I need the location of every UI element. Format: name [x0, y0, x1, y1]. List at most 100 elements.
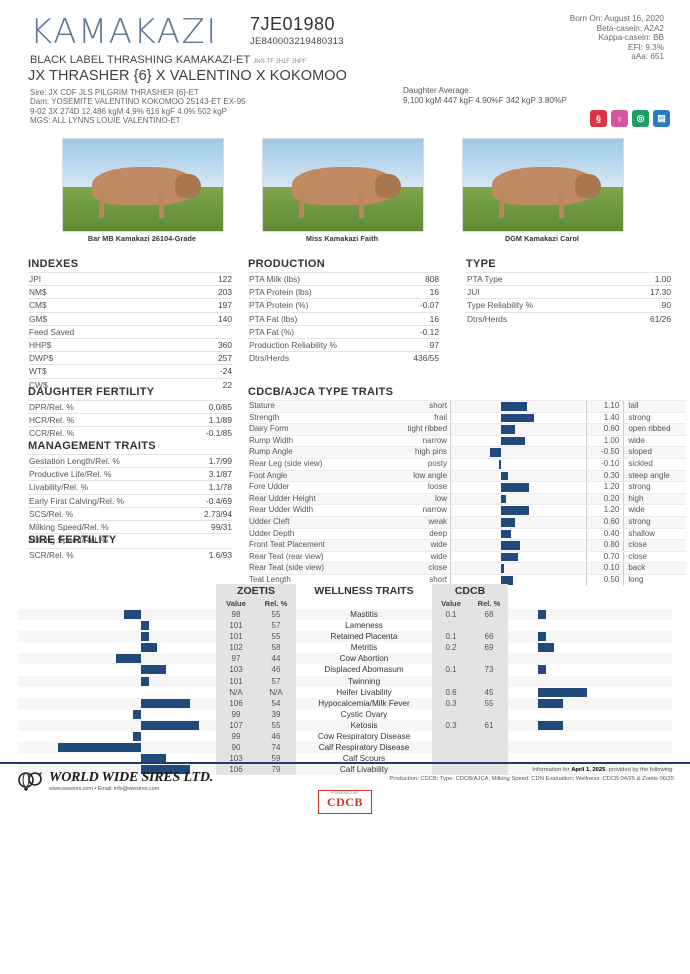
stat-row: Dtrs/Herds 436/55: [248, 351, 440, 364]
stat-row: PTA Fat (%) -0.12: [248, 324, 440, 338]
zoetis-value: 106: [216, 764, 256, 776]
type-trait-label: Front Teat Placement: [249, 540, 325, 550]
zoetis-bar-cell: [18, 687, 216, 698]
cdcb-reliability: [470, 708, 508, 720]
wellness-row: N/A N/A Heifer Livability 0.6 45: [18, 686, 672, 698]
wellness-header-row: ZOETIS WELLNESS TRAITS CDCB: [18, 584, 672, 598]
stat-label: Type Reliability %: [467, 300, 534, 311]
type-trait-high-label: close: [628, 551, 647, 561]
stat-label: CW$: [29, 379, 48, 390]
type-trait-bar-cell: [451, 401, 587, 412]
cdcb-value: [432, 753, 470, 765]
type-trait-row: Rear Udder Height low 0.20 high: [248, 492, 686, 505]
daughter-photo-2: [262, 138, 424, 232]
type-trait-high-label: high: [628, 493, 644, 503]
wellness-traits-header: WELLNESS TRAITS: [314, 585, 414, 597]
zoetis-value: 97: [216, 653, 256, 665]
stat-value: 257: [218, 353, 232, 364]
cow-leg: [299, 192, 304, 219]
indexes-block: INDEXES JPI 122 NM$ 203 CM$ 197 GM$ 140 Feed Sav…: [28, 258, 233, 391]
stat-label: NM$: [29, 287, 47, 298]
info-sources-line: Production: CDCB; Type: CDCB/AJCA; Milki…: [389, 776, 674, 782]
zoetis-bar: [140, 621, 149, 631]
production-block: PRODUCTION PTA Milk (lbs) 808 PTA Protein …: [248, 258, 440, 364]
wellness-rows: 98 55 Mastitis 0.1 68 101 57 Lameness 101 55 Retai…: [18, 609, 672, 776]
birth-info: Born On: August 16, 2020 Beta-casein: A2…: [570, 14, 664, 62]
zoetis-reliability: 74: [256, 742, 296, 754]
type-trait-row: Stature short 1.10 tall: [248, 400, 686, 412]
stat-row: Milking Speed/Rel. %: [28, 533, 233, 546]
type-trait-high-label: long: [628, 574, 644, 584]
type-trait-bar-cell: [451, 435, 587, 447]
kappa-casein: Kappa-casein: BB: [598, 33, 664, 43]
type-trait-row: Foot Angle low angle 0.30 steep angle: [248, 469, 686, 482]
wellness-row: 102 58 Metritis 0.2 69: [18, 642, 672, 654]
cdcb-header: CDCB: [432, 584, 508, 598]
cdcb-bar-cell: [508, 676, 672, 687]
zoetis-bar-cell: [18, 620, 216, 631]
zoetis-bar-cell: [18, 664, 216, 675]
type-trait-bar-cell: [451, 563, 587, 574]
type-trait-high-label: wide: [628, 435, 645, 445]
registered-name-text: BLACK LABEL THRASHING KAMAKAZI-ET: [30, 54, 251, 66]
type-trait-row: Udder Depth deep 0.40 shallow: [248, 527, 686, 540]
zoetis-value-header: Value: [216, 598, 256, 609]
stat-row: HCR/Rel. % 1.1/89: [28, 413, 233, 426]
type-trait-value: 1.20: [587, 505, 625, 516]
stat-value: 97: [429, 340, 439, 351]
type-trait-row: Udder Cleft weak 0.60 strong: [248, 515, 686, 528]
zoetis-bar: [132, 732, 141, 742]
type-trait-bar-cell: [451, 574, 587, 586]
cdcb-reliability: [470, 764, 508, 776]
zoetis-bar-cell: [18, 676, 216, 687]
type-trait-label: Rear Udder Width: [249, 505, 314, 515]
cdcb-value: 0.1: [432, 631, 470, 643]
company-name: WORLD WIDE SIRES LTD.: [49, 770, 214, 785]
zoetis-value: 102: [216, 642, 256, 654]
cow-leg: [99, 192, 104, 219]
zoetis-reliability: 58: [256, 642, 296, 654]
wellness-row: 90 74 Calf Respiratory Disease: [18, 742, 672, 754]
stat-label: GM$: [29, 313, 48, 324]
stat-value: 197: [218, 300, 232, 311]
stat-label: Livability/Rel. %: [29, 482, 89, 493]
wellness-row: 106 79 Calf Livability: [18, 764, 672, 776]
cdcb-bar: [538, 720, 563, 730]
type-trait-value: 0.50: [587, 574, 625, 586]
type-trait-value: -0.10: [587, 458, 625, 470]
zoetis-reliability: 79: [256, 764, 296, 776]
type-trait-label: Teat Length: [249, 574, 291, 584]
zoetis-bar: [140, 754, 166, 764]
zoetis-value: 101: [216, 675, 256, 687]
cdcb-bar-cell: [508, 642, 672, 653]
stat-value: -0.12: [419, 326, 439, 337]
stat-value: 90: [661, 300, 671, 311]
type-trait-high-label: sloped: [628, 447, 652, 457]
type-trait-bar-cell: [451, 540, 587, 551]
cdcb-reliability: 61: [470, 719, 508, 732]
stat-value: -24: [219, 366, 232, 377]
cdcb-bar-cell: [508, 731, 672, 742]
indexes-rows: JPI 122 NM$ 203 CM$ 197 GM$ 140 Feed Saved HHP$ 36…: [28, 272, 233, 391]
wellness-subheader-row: Value Rel. % Value Rel. %: [18, 598, 672, 609]
zoetis-value: 99: [216, 708, 256, 720]
type-trait-high-label: sickled: [628, 458, 653, 468]
zoetis-value: N/A: [216, 686, 256, 698]
type-trait-low-label: wide: [332, 551, 452, 563]
type-trait-row: Strength frail 1.40 strong: [248, 411, 686, 424]
zoetis-bar-cell: [18, 731, 216, 742]
wellness-trait-name: Metritis: [350, 643, 378, 653]
type-trait-bar-cell: [451, 412, 587, 424]
info-post: , provided by the following:: [605, 767, 674, 773]
type-trait-row: Rear Leg (side view) posty -0.10 sickled: [248, 457, 686, 470]
type-trait-bar: [501, 552, 518, 562]
type-trait-low-label: tight ribbed: [332, 424, 452, 435]
type-trait-bar: [501, 529, 511, 539]
zoetis-bar-cell: [18, 720, 216, 731]
type-trait-low-label: posty: [332, 458, 452, 470]
footer: WORLD WIDE SIRES LTD. www.wwsires.com • …: [0, 762, 690, 824]
type-trait-high-label: strong: [628, 412, 651, 422]
type-trait-low-label: deep: [332, 528, 452, 540]
stat-row: PTA Protein (%) -0.07: [248, 298, 440, 311]
cdcb-value: 0.1: [432, 664, 470, 676]
